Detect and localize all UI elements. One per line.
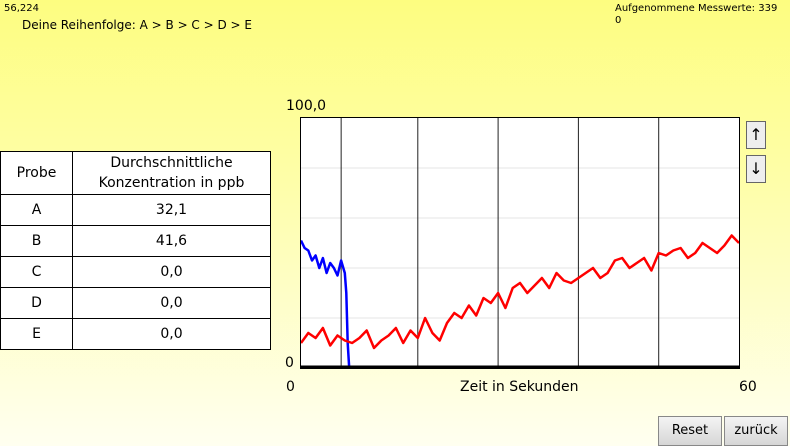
order-text: Deine Reihenfolge: A > B > C > D > E xyxy=(22,18,253,32)
x-axis-title: Zeit in Sekunden xyxy=(460,379,579,395)
table-row: A 32,1 xyxy=(0,194,271,226)
probe-name: C xyxy=(0,256,73,288)
measurement-plot xyxy=(299,117,740,369)
header-concentration: Durchschnittliche Konzentration in ppb xyxy=(72,151,271,195)
coordinate-readout: 56,224 xyxy=(4,3,39,14)
series-line-1 xyxy=(299,234,740,350)
reset-button[interactable]: Reset xyxy=(658,416,722,446)
x-axis-min-label: 0 xyxy=(286,379,295,395)
probe-name: E xyxy=(0,318,73,350)
probe-name: B xyxy=(0,225,73,257)
probe-value: 0,0 xyxy=(72,287,271,319)
scale-down-button[interactable]: ↓ xyxy=(746,155,766,183)
table-row: B 41,6 xyxy=(0,225,271,257)
back-button[interactable]: zurück xyxy=(724,416,788,446)
header-probe: Probe xyxy=(0,151,73,195)
probe-value: 0,0 xyxy=(72,256,271,288)
y-axis-max-label: 100,0 xyxy=(286,98,327,114)
header-conc-line1: Durchschnittliche xyxy=(110,155,233,171)
concentration-table: Probe Durchschnittliche Konzentration in… xyxy=(0,151,271,350)
probe-value: 41,6 xyxy=(72,225,271,257)
sample-count-label: Aufgenommene Messwerte: 339 xyxy=(615,3,778,14)
sample-count-sub: 0 xyxy=(615,15,622,26)
scale-up-button[interactable]: ↑ xyxy=(746,121,766,149)
header-conc-line2: Konzentration in ppb xyxy=(98,175,245,191)
table-header-row: Probe Durchschnittliche Konzentration in… xyxy=(0,151,271,195)
series-line-0 xyxy=(299,239,351,369)
table-row: D 0,0 xyxy=(0,287,271,319)
probe-value: 0,0 xyxy=(72,318,271,350)
x-axis-max-label: 60 xyxy=(739,379,757,395)
table-row: C 0,0 xyxy=(0,256,271,288)
table-row: E 0,0 xyxy=(0,318,271,350)
probe-value: 32,1 xyxy=(72,194,271,226)
plot-svg xyxy=(299,118,740,369)
probe-name: A xyxy=(0,194,73,226)
probe-name: D xyxy=(0,287,73,319)
y-axis-min-label: 0 xyxy=(285,355,294,371)
sample-counter: Aufgenommene Messwerte: 339 0 xyxy=(615,3,777,27)
